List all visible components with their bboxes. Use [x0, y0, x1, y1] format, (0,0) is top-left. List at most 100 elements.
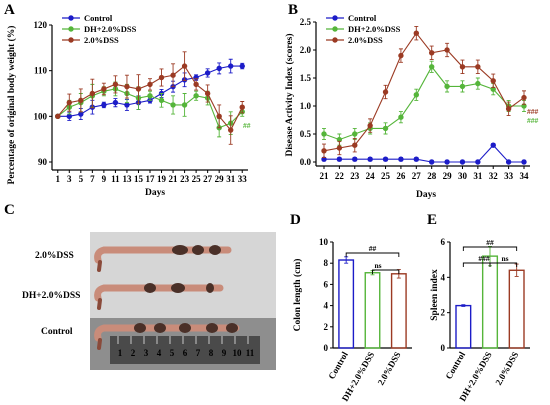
panel-d-sig-label: ## — [369, 244, 377, 253]
panel-e-bar-dss — [508, 269, 525, 349]
panel-e-ylabel: Spleen index — [430, 269, 440, 321]
panel-b-point-dh — [413, 92, 420, 98]
panel-a-chart: Percentage of original body weight (%) D… — [6, 13, 251, 198]
panel-a-ytick-label: 110 — [34, 66, 48, 76]
panel-d-chart: Colon length (cm) 0246810ControlDH+2.0%D… — [292, 237, 412, 403]
panel-a-point-dss — [55, 113, 61, 120]
panel-b-xtick-label: 33 — [504, 171, 514, 181]
colon-dss-pellet — [172, 245, 188, 255]
panel-d-ytick-label: 6 — [324, 279, 329, 289]
panel-e-sig-bracket — [462, 262, 491, 267]
panel-c-letter: C — [4, 202, 15, 218]
panel-b-ylabel: Disease Activity Index (scores) — [284, 33, 295, 156]
panel-a-legend-label-dh: DH+2.0%DSS — [84, 24, 137, 34]
panel-a-legend-marker-control — [68, 15, 74, 21]
panel-a-point-dss — [239, 104, 245, 110]
panel-d-bar-dh — [364, 272, 381, 349]
panel-e-sig-label: ## — [486, 238, 494, 247]
panel-a-point-dss — [89, 90, 96, 97]
panel-d-bar-dss — [390, 273, 407, 349]
panel-a-point-control — [204, 70, 211, 76]
panel-b-letter: B — [288, 2, 298, 18]
colon-control-pellet — [179, 323, 191, 333]
panel-a-xtick-label: 3 — [67, 174, 72, 184]
panel-b-legend-marker-dss — [332, 37, 338, 43]
panel-a-letter: A — [4, 2, 15, 18]
panel-d-ytick-label: 10 — [319, 237, 329, 247]
panel-b-xtick-label: 30 — [458, 171, 468, 181]
photo-label-dh: DH+2.0%DSS — [22, 291, 80, 301]
panel-a-point-dss — [66, 99, 72, 106]
panel-b-point-dss — [352, 142, 358, 148]
panel-b-point-dss — [321, 148, 327, 154]
panel-b-point-control — [352, 156, 358, 162]
colon-control-end — [97, 338, 102, 350]
panel-a-point-dh — [158, 97, 165, 104]
panel-a-xtick-label: 13 — [122, 174, 132, 184]
panel-b-annotation-dh: ### — [527, 116, 539, 125]
panel-b-xtick-label: 31 — [473, 171, 483, 181]
panel-b-point-dh — [382, 125, 389, 132]
panel-a-xtick-label: 1 — [56, 174, 61, 184]
panel-b-point-dss — [490, 78, 496, 84]
panel-b-legend-marker-dh — [332, 26, 338, 32]
colon-control-pellet — [134, 323, 146, 333]
panel-a-xtick-label: 33 — [238, 174, 248, 184]
panel-d-sig-label: ns — [374, 261, 381, 270]
panel-b-point-dh — [398, 114, 404, 120]
panel-b-xtick-label: 24 — [366, 171, 376, 181]
panel-a-point-dh — [147, 93, 153, 99]
panel-a-point-dss — [135, 86, 142, 92]
panel-b-point-dh — [444, 83, 450, 90]
colon-dh-pellet — [171, 283, 185, 293]
ruler-number: 2 — [131, 348, 136, 358]
panel-a-xtick-label: 31 — [226, 174, 236, 184]
panel-a-ylabel: Percentage of original body weight (%) — [6, 26, 17, 185]
panel-a-point-dss — [78, 97, 84, 104]
panel-e-bar-dh — [481, 255, 499, 349]
panel-b-point-dss — [367, 122, 373, 129]
panel-b-legend-label-control: Control — [348, 13, 377, 23]
panel-b-xtick-label: 27 — [412, 171, 422, 181]
panel-d-category-label-control: Control — [326, 350, 350, 381]
panel-e-errorbar-control — [461, 304, 466, 307]
panel-d-ytick-label: 2 — [324, 322, 329, 332]
photo-label-control: Control — [41, 327, 73, 337]
panel-b-point-control — [490, 142, 496, 148]
panel-e-ytick-label: 4 — [441, 272, 446, 282]
panel-b-point-dss — [398, 52, 404, 59]
panel-b-xlabel: Days — [416, 190, 436, 200]
ruler-number: 10 — [233, 348, 243, 358]
colon-dss — [94, 246, 232, 264]
panel-a-point-dss — [101, 86, 107, 92]
panel-b-legend-label-dh: DH+2.0%DSS — [348, 24, 401, 34]
panel-a-legend-label-dss: 2.0%DSS — [84, 35, 119, 45]
panel-a-point-control — [228, 63, 234, 69]
panel-a-xtick-label: 25 — [192, 174, 202, 184]
panel-b-legend-label-dss: 2.0%DSS — [348, 35, 383, 45]
panel-a-point-dss — [112, 81, 119, 88]
colon-dh-pellet — [206, 283, 214, 293]
ruler-number: 1 — [118, 348, 123, 358]
panel-d-sig-bracket — [372, 269, 400, 274]
panel-a-point-dss — [181, 63, 188, 69]
panel-b-point-dh — [459, 83, 466, 90]
panel-b-xtick-label: 34 — [520, 171, 530, 181]
ruler-number: 7 — [196, 348, 201, 358]
panel-d-sig-bracket — [345, 252, 400, 257]
panel-a-xlabel: Days — [145, 188, 165, 198]
panel-a-point-control — [239, 63, 245, 69]
panel-d-ytick-label: 0 — [324, 343, 329, 353]
panel-b-xtick-label: 26 — [396, 171, 406, 181]
panel-e-bar-control — [455, 304, 472, 349]
panel-a-point-dss — [228, 127, 234, 133]
panel-b-point-dss — [475, 64, 481, 70]
colon-dh — [94, 284, 224, 302]
panel-a-xtick-label: 11 — [111, 174, 120, 184]
panel-b-point-dh — [321, 131, 327, 137]
panel-a-xtick-label: 19 — [157, 174, 167, 184]
panel-a-ytick-label: 90 — [38, 157, 48, 167]
panel-d-ytick-label: 8 — [324, 258, 329, 268]
